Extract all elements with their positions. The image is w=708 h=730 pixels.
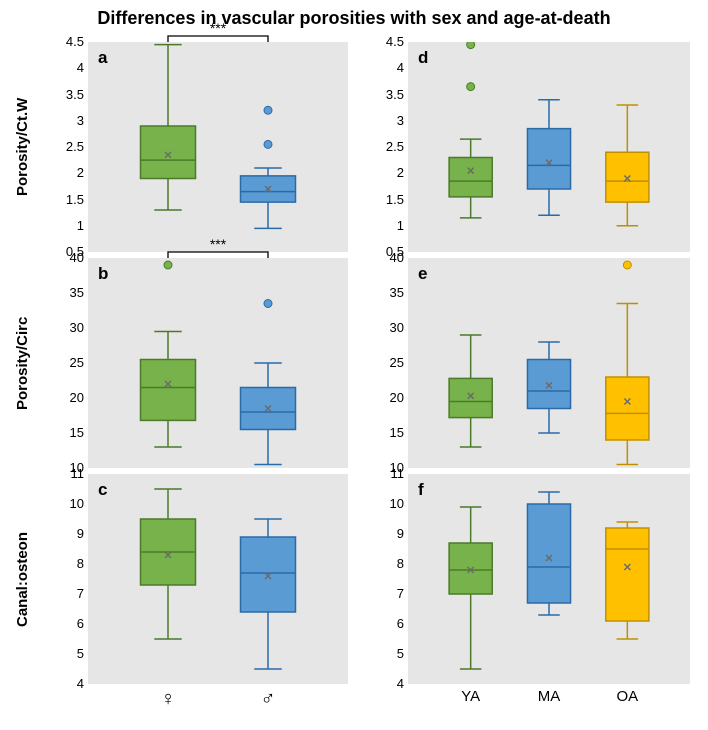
x-axis-label: ♂ [248,688,288,711]
ytick-label: 1 [370,218,404,233]
panel-letter: f [418,480,424,500]
ytick-label: 1.5 [370,192,404,207]
panel-a [88,42,348,252]
ytick-label: 8 [370,556,404,571]
ytick-label: 15 [370,425,404,440]
ytick-label: 25 [50,355,84,370]
ytick-label: 1 [50,218,84,233]
panel-letter: a [98,48,107,68]
ytick-label: 3 [50,113,84,128]
ytick-label: 2 [50,165,84,180]
ytick-label: 25 [370,355,404,370]
panel-d [408,42,690,252]
y-axis-label: Porosity/Circ [14,278,31,448]
ytick-label: 30 [370,320,404,335]
ytick-label: 4.5 [50,34,84,49]
ytick-label: 6 [370,616,404,631]
ytick-label: 11 [50,466,84,481]
box [449,158,492,197]
outlier [623,261,631,269]
ytick-label: 5 [370,646,404,661]
box [527,360,570,409]
ytick-label: 4.5 [370,34,404,49]
ytick-label: 3 [370,113,404,128]
ytick-label: 3.5 [370,87,404,102]
ytick-label: 7 [50,586,84,601]
x-axis-label: OA [607,688,647,705]
figure-root: Differences in vascular porosities with … [0,0,708,730]
ytick-label: 15 [50,425,84,440]
ytick-label: 35 [50,285,84,300]
ytick-label: 11 [370,466,404,481]
outlier [264,300,272,308]
panel-letter: b [98,264,108,284]
box [141,360,196,421]
ytick-label: 1.5 [50,192,84,207]
panel-svg-a [88,42,348,252]
box [606,528,649,621]
sig-label: *** [204,236,232,252]
ytick-label: 40 [370,250,404,265]
panel-svg-c [88,474,348,684]
panel-svg-b [88,258,348,468]
outlier [264,140,272,148]
ytick-label: 3.5 [50,87,84,102]
ytick-label: 35 [370,285,404,300]
ytick-label: 9 [50,526,84,541]
panel-svg-e [408,258,690,468]
panel-letter: e [418,264,427,284]
ytick-label: 7 [370,586,404,601]
x-axis-label: MA [529,688,569,705]
sig-label: *** [204,20,232,36]
ytick-label: 20 [370,390,404,405]
ytick-label: 10 [370,496,404,511]
ytick-label: 4 [370,676,404,691]
ytick-label: 2.5 [370,139,404,154]
x-axis-label: YA [451,688,491,705]
box [527,129,570,189]
ytick-label: 2 [370,165,404,180]
panel-letter: c [98,480,107,500]
ytick-label: 9 [370,526,404,541]
ytick-label: 4 [50,676,84,691]
panel-svg-d [408,42,690,252]
ytick-label: 4 [370,60,404,75]
box [241,537,296,612]
box [606,377,649,440]
y-axis-label: Canal:osteon [14,494,31,664]
box [141,126,196,179]
outlier [264,106,272,114]
ytick-label: 20 [50,390,84,405]
panel-letter: d [418,48,428,68]
ytick-label: 6 [50,616,84,631]
x-axis-label: ♀ [148,688,188,711]
box [449,378,492,417]
ytick-label: 40 [50,250,84,265]
panel-svg-f [408,474,690,684]
panel-c [88,474,348,684]
y-axis-label: Porosity/Ct.W [14,62,31,232]
ytick-label: 5 [50,646,84,661]
ytick-label: 4 [50,60,84,75]
box [606,152,649,202]
outlier [467,42,475,49]
panel-e [408,258,690,468]
box [449,543,492,594]
outlier [164,261,172,269]
ytick-label: 2.5 [50,139,84,154]
ytick-label: 8 [50,556,84,571]
panel-b [88,258,348,468]
ytick-label: 30 [50,320,84,335]
ytick-label: 10 [50,496,84,511]
box [527,504,570,603]
outlier [467,83,475,91]
panel-f [408,474,690,684]
